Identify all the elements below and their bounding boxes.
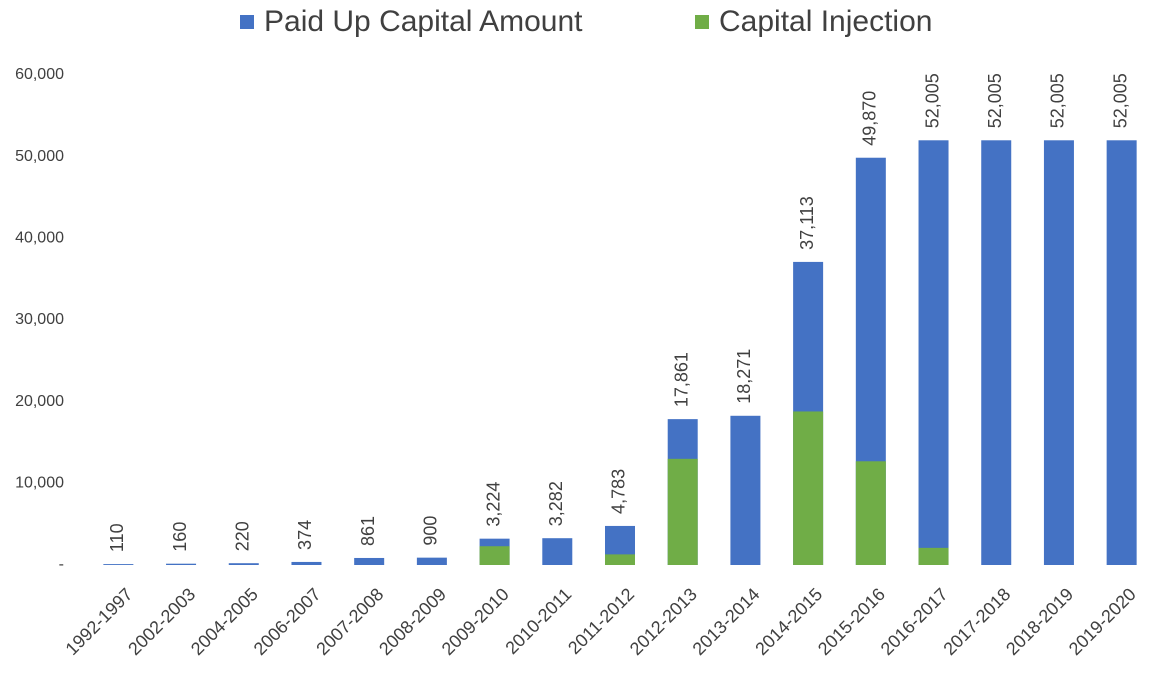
x-tick-label: 2018-2019 — [1002, 584, 1077, 659]
bar — [542, 538, 573, 565]
y-tick-label: 20,000 — [15, 393, 64, 410]
y-tick-label: 40,000 — [15, 230, 64, 247]
bar — [793, 411, 824, 565]
bar — [918, 140, 949, 566]
data-label: 52,005 — [1048, 73, 1068, 128]
data-label: 37,113 — [797, 196, 817, 250]
bar — [855, 461, 886, 565]
data-label: 17,861 — [671, 352, 691, 407]
x-tick-label: 2006-2007 — [250, 584, 325, 659]
data-label: 49,870 — [860, 91, 880, 146]
bar — [166, 563, 197, 565]
x-tick-label: 2017-2018 — [939, 584, 1014, 659]
bar — [605, 554, 635, 565]
x-tick-label: 2019-2020 — [1065, 584, 1140, 659]
y-tick-label: 10,000 — [15, 475, 64, 492]
bar — [479, 546, 510, 565]
x-tick-label: 2013-2014 — [689, 584, 764, 659]
data-label: 18,271 — [734, 349, 754, 404]
y-tick-label: 60,000 — [15, 66, 64, 83]
y-tick-label: 50,000 — [15, 148, 64, 165]
x-tick-label: 2004-2005 — [187, 584, 262, 659]
x-tick-label: 2002-2003 — [124, 584, 199, 659]
data-label: 4,783 — [609, 469, 629, 514]
data-label: 374 — [295, 520, 315, 550]
x-tick-label: 2015-2016 — [814, 584, 889, 659]
bar — [981, 140, 1012, 566]
legend-label: Paid Up Capital Amount — [264, 5, 583, 38]
y-tick-label: - — [59, 556, 64, 573]
bar — [291, 561, 322, 565]
data-label: 3,282 — [546, 481, 566, 526]
bar — [103, 564, 134, 565]
bar — [730, 415, 761, 565]
x-tick-label: 2014-2015 — [751, 584, 826, 659]
data-label: 220 — [233, 521, 253, 551]
bar — [354, 557, 385, 565]
data-label: 110 — [107, 523, 127, 552]
x-tick-label: 2010-2011 — [501, 584, 575, 658]
legend-swatch — [240, 15, 254, 29]
data-label: 900 — [421, 516, 441, 546]
data-label: 52,005 — [1110, 73, 1130, 128]
bar — [667, 458, 698, 565]
data-label: 52,005 — [985, 73, 1005, 128]
bar — [416, 557, 447, 565]
x-tick-label: 2016-2017 — [877, 584, 952, 659]
data-label: 3,224 — [483, 482, 503, 527]
bar — [228, 563, 259, 565]
x-tick-label: 1992-1997 — [62, 584, 137, 659]
bar — [1043, 140, 1074, 566]
legend-swatch — [695, 15, 709, 29]
x-tick-label: 2009-2010 — [438, 584, 513, 659]
data-label: 861 — [358, 516, 378, 546]
data-label: 52,005 — [922, 73, 942, 128]
bar — [918, 547, 949, 565]
x-tick-label: 2007-2008 — [312, 584, 387, 659]
legend-label: Capital Injection — [719, 5, 932, 38]
x-tick-label: 2012-2013 — [626, 584, 701, 659]
data-label: 160 — [170, 522, 190, 552]
bar — [1106, 140, 1137, 566]
y-tick-label: 30,000 — [15, 311, 64, 328]
x-tick-label: 2008-2009 — [375, 584, 450, 659]
